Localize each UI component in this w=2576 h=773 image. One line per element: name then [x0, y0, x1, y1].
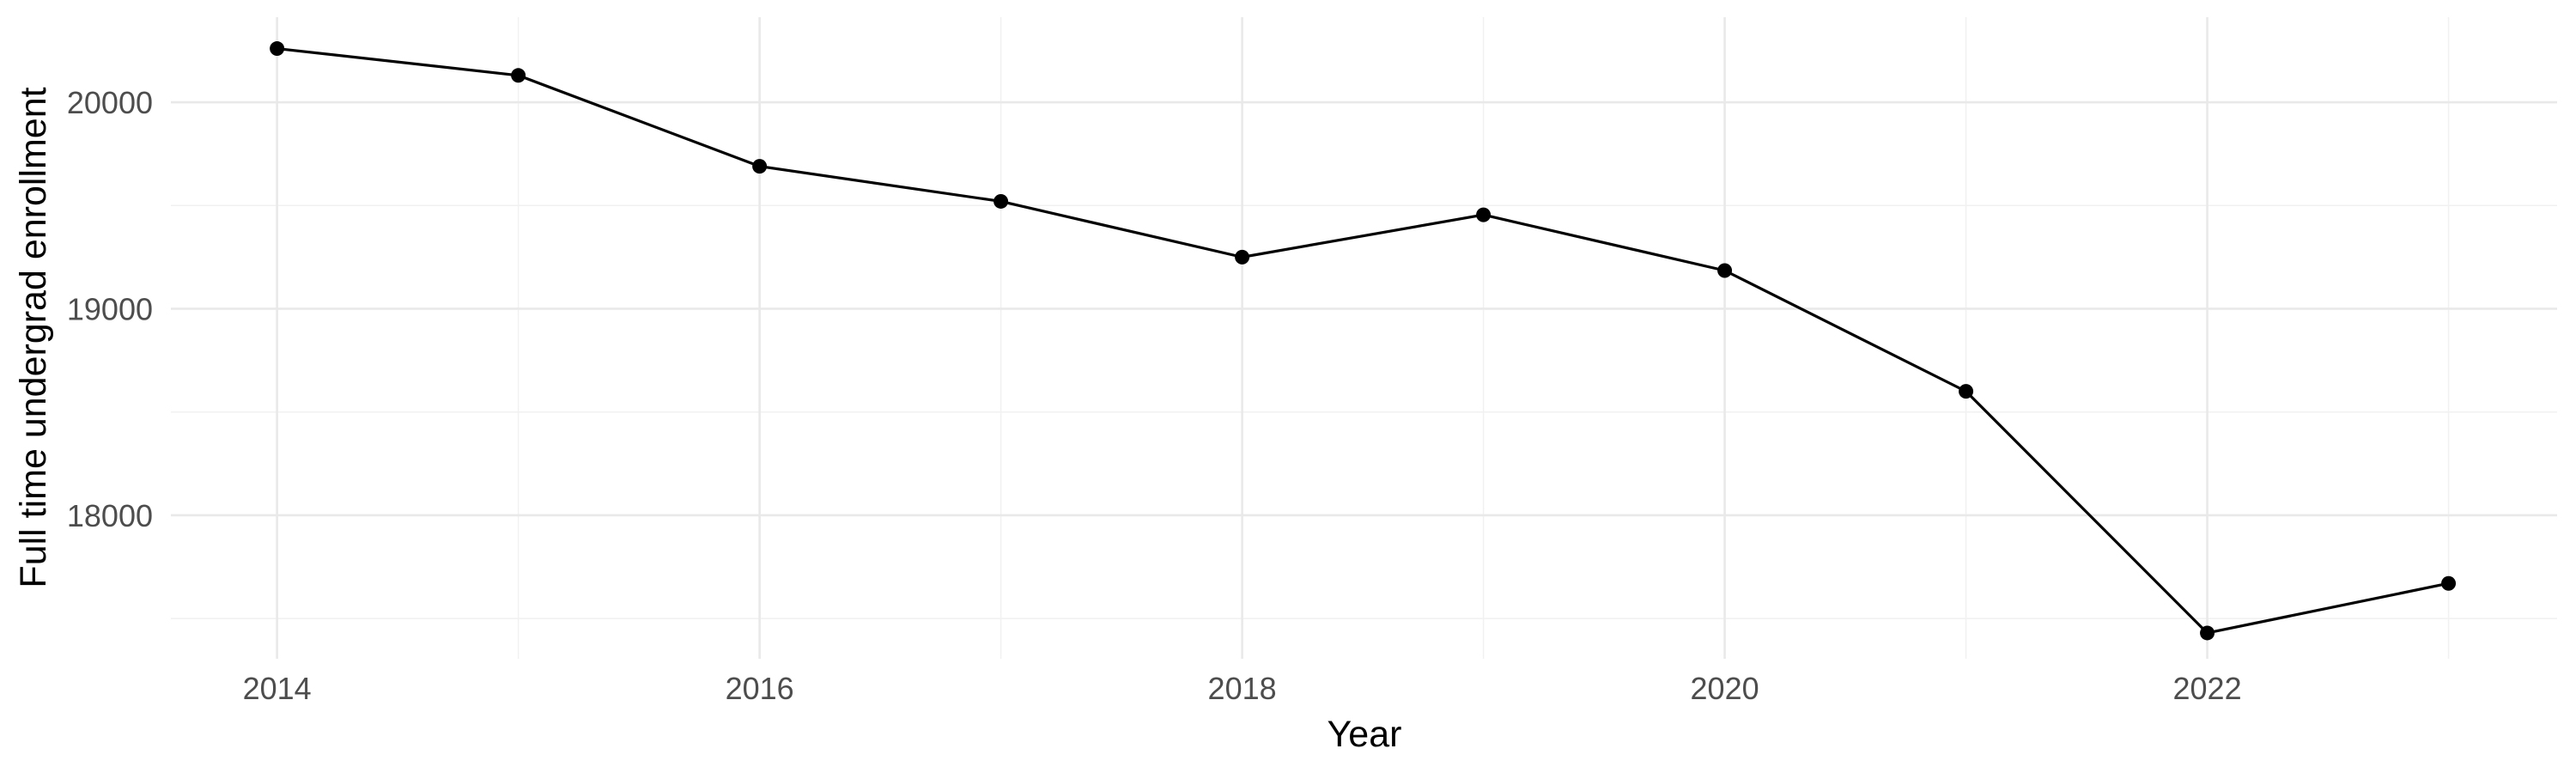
data-point-2020: [1717, 263, 1733, 278]
x-tick-label-2020: 2020: [1691, 671, 1759, 706]
y-tick-label-19000: 19000: [67, 291, 153, 326]
x-tick-label-2018: 2018: [1208, 671, 1277, 706]
data-point-2019: [1476, 207, 1492, 222]
y-axis-title: Full time undergrad enrollment: [13, 87, 54, 587]
data-point-2022: [2200, 625, 2215, 641]
data-point-2016: [752, 159, 768, 174]
y-tick-label-20000: 20000: [67, 85, 153, 120]
data-point-2021: [1959, 384, 1974, 399]
x-tick-label-2014: 2014: [243, 671, 312, 706]
y-tick-label-18000: 18000: [67, 498, 153, 533]
data-point-2015: [511, 68, 526, 83]
data-series: [270, 41, 2457, 641]
minor-gridlines: [171, 17, 2557, 659]
x-tick-label-2016: 2016: [726, 671, 794, 706]
major-gridlines: [171, 17, 2557, 659]
data-point-2018: [1235, 249, 1250, 265]
data-point-2014: [270, 41, 285, 57]
data-point-2017: [993, 193, 1009, 209]
x-axis-title: Year: [1327, 714, 1402, 755]
y-axis-tick-labels: 18000 19000 20000: [67, 85, 153, 533]
x-axis-tick-labels: 2014 2016 2018 2020 2022: [243, 671, 2242, 706]
data-point-2023: [2441, 575, 2457, 591]
trend-line: [276, 46, 2449, 635]
x-tick-label-2022: 2022: [2173, 671, 2242, 706]
